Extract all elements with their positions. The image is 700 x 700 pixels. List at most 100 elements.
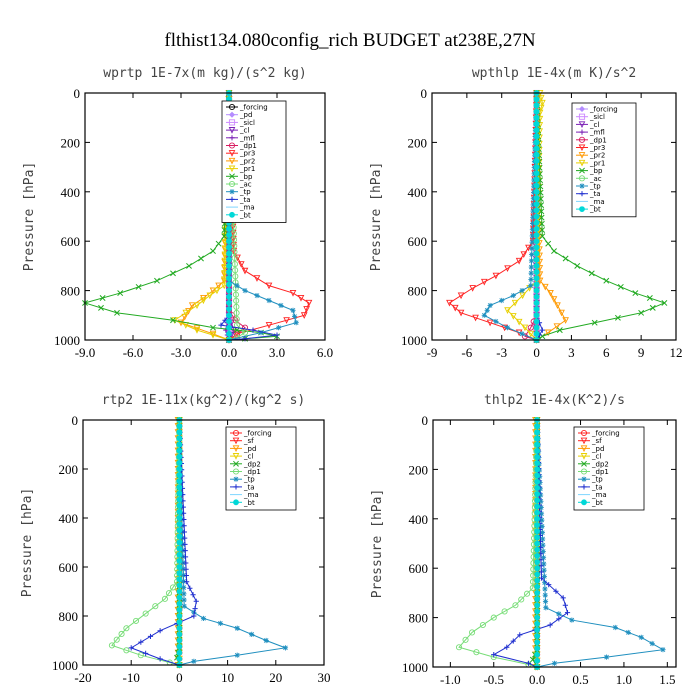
data-point [574, 262, 581, 269]
legend-label: _pd [591, 445, 604, 453]
data-point [123, 647, 130, 654]
data-point [534, 657, 541, 664]
panel-title: wpthlp 1E-4x(m K)/s^2 [472, 66, 636, 81]
data-point [143, 650, 149, 656]
data-point [176, 539, 183, 546]
data-point [534, 571, 541, 578]
data-point [542, 580, 548, 586]
data-point [533, 102, 540, 109]
data-point [540, 542, 546, 548]
legend-marker [232, 429, 240, 437]
data-point [305, 299, 313, 307]
data-point [226, 300, 232, 306]
data-point [182, 548, 188, 554]
legend-label: _dp1 [243, 468, 261, 476]
data-point [540, 536, 546, 542]
data-point [181, 523, 187, 529]
y-tick-label: 400 [59, 511, 79, 526]
legend-label: _cl [239, 127, 249, 135]
legend-label: _forcing [243, 430, 272, 438]
data-point [206, 292, 214, 300]
legend-label: _sicl [589, 113, 605, 121]
data-point [233, 303, 240, 310]
legend-marker [578, 113, 586, 120]
data-point [232, 273, 239, 280]
data-point [528, 283, 534, 289]
data-point [193, 598, 199, 604]
legend-label: _forcing [589, 106, 618, 114]
data-point [479, 621, 486, 629]
data-point [556, 327, 563, 334]
data-point [128, 645, 134, 651]
y-tick-label: 1000 [54, 333, 80, 348]
legend-marker [228, 150, 236, 157]
x-tick-label: 3.0 [269, 345, 285, 360]
data-point [226, 330, 232, 337]
data-point [534, 583, 541, 590]
data-point [543, 605, 549, 611]
plot-frame [431, 92, 677, 341]
data-point [536, 277, 544, 285]
data-point [504, 325, 511, 331]
data-point [451, 304, 459, 312]
data-point [534, 435, 541, 442]
data-point [504, 307, 511, 314]
data-point [529, 233, 535, 239]
data-point [183, 566, 189, 572]
data-point [525, 244, 532, 252]
data-point [193, 302, 201, 310]
data-point [551, 660, 558, 666]
data-point [484, 307, 490, 313]
data-point [176, 643, 183, 650]
data-point [534, 478, 541, 485]
data-point [455, 644, 463, 651]
legend-item: _tp [226, 188, 251, 196]
data-point [176, 582, 183, 589]
plot-frame [432, 419, 677, 668]
data-point [533, 188, 540, 195]
data-point [181, 529, 188, 535]
legend-item: _tp [578, 476, 603, 484]
data-point [534, 559, 541, 565]
data-point [534, 441, 541, 448]
legend-marker [579, 206, 585, 212]
data-point [534, 590, 541, 596]
data-point [510, 313, 517, 320]
data-point [517, 632, 523, 638]
data-point [157, 628, 163, 634]
data-point [542, 592, 548, 598]
data-point [170, 317, 176, 324]
legend-item: _pr2 [226, 157, 255, 165]
legend-item: _dp1 [576, 136, 607, 144]
legend-marker [228, 103, 236, 111]
data-point [649, 640, 655, 647]
data-point [185, 308, 192, 315]
chart-panel-1: wprtp 1E-7x(m kg)/(s^2 kg) Pressure [hPa]… [22, 66, 333, 360]
x-tick-label: -10 [123, 670, 140, 685]
data-point [533, 318, 540, 325]
data-point [591, 319, 598, 326]
data-point [533, 306, 540, 313]
x-tick-label: 0.0 [529, 672, 545, 687]
legend-item: _pr2 [576, 152, 605, 160]
legend-label: _bt [243, 499, 255, 507]
data-point [300, 312, 308, 319]
data-point [221, 227, 228, 233]
data-point [241, 329, 249, 336]
data-point [562, 255, 569, 262]
legend-label: _tp [589, 183, 601, 191]
legend-item: _ta [230, 483, 255, 491]
legend-item: _pd [578, 445, 604, 453]
legend-item: _ta [226, 196, 251, 204]
data-point [180, 560, 186, 566]
legend-label: _pr3 [239, 150, 255, 158]
x-tick-label: -6 [461, 345, 472, 360]
data-point [612, 624, 618, 631]
data-point [538, 220, 545, 227]
legend-marker [578, 144, 586, 152]
plot-frame [82, 419, 325, 666]
data-point [617, 283, 624, 290]
x-tick-label: -9.0 [75, 345, 96, 360]
legend-item: _dp1 [226, 142, 257, 150]
data-point [539, 523, 545, 529]
